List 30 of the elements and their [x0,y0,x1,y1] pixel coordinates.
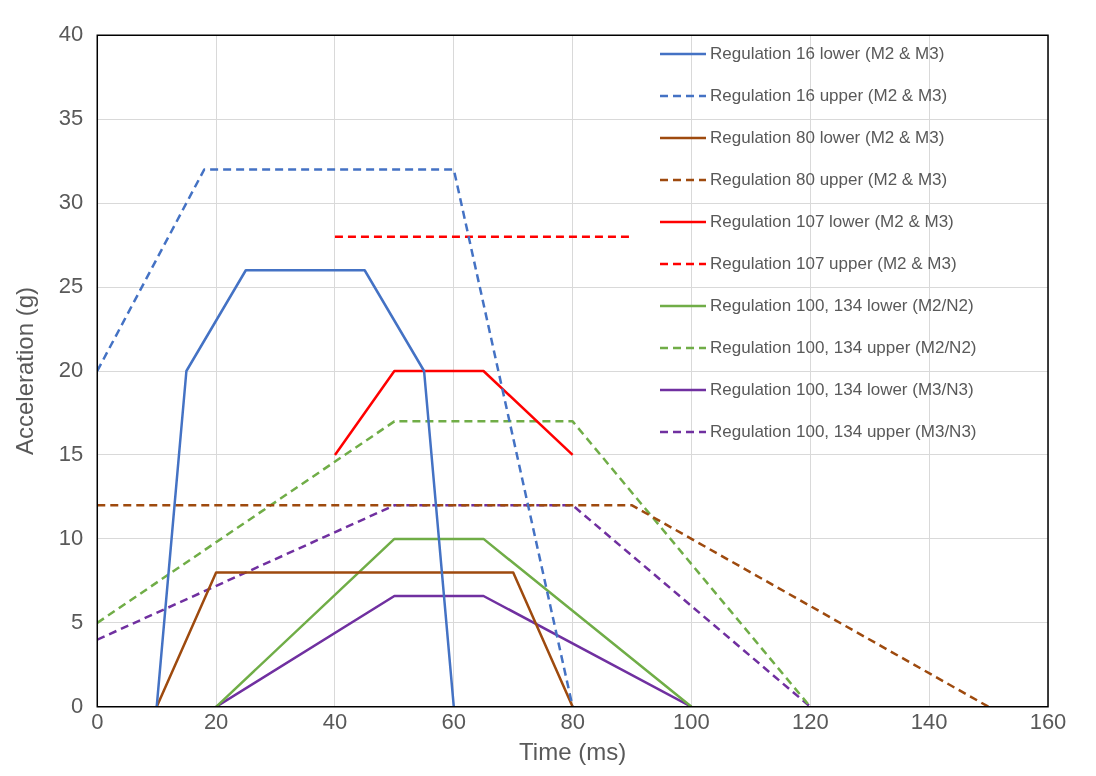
legend-label: Regulation 100, 134 upper (M2/N2) [710,338,977,358]
x-tick-label: 160 [1029,709,1067,735]
x-tick-label: 60 [441,709,467,735]
legend-label: Regulation 80 upper (M2 & M3) [710,170,948,190]
x-tick-label: 100 [673,709,710,735]
y-tick-label: 30 [58,189,84,215]
legend-label: Regulation 100, 134 lower (M3/N3) [710,380,974,400]
legend-label: Regulation 16 upper (M2 & M3) [710,86,948,106]
legend-label: Regulation 100, 134 upper (M3/N3) [710,422,977,442]
x-tick-label: 0 [91,709,104,735]
x-axis-title: Time (ms) [519,738,627,766]
y-tick-label: 35 [58,105,84,131]
x-tick-label: 120 [791,709,829,735]
x-tick-label: 40 [322,709,348,735]
x-tick-label: 20 [203,709,229,735]
y-tick-label: 5 [71,608,84,634]
legend-label: Regulation 16 lower (M2 & M3) [710,44,945,64]
legend-label: Regulation 107 upper (M2 & M3) [710,254,957,274]
y-tick-label: 20 [58,357,84,383]
y-tick-label: 0 [71,692,84,718]
y-tick-label: 40 [58,21,84,47]
y-tick-label: 15 [58,441,84,467]
legend-label: Regulation 100, 134 lower (M2/N2) [710,296,974,316]
x-tick-label: 140 [910,709,948,735]
legend-label: Regulation 107 lower (M2 & M3) [710,212,954,232]
y-tick-label: 10 [58,524,84,550]
y-axis-title: Acceleration (g) [11,286,39,456]
legend-label: Regulation 80 lower (M2 & M3) [710,128,945,148]
y-tick-label: 25 [58,273,84,299]
x-tick-label: 80 [560,709,585,735]
